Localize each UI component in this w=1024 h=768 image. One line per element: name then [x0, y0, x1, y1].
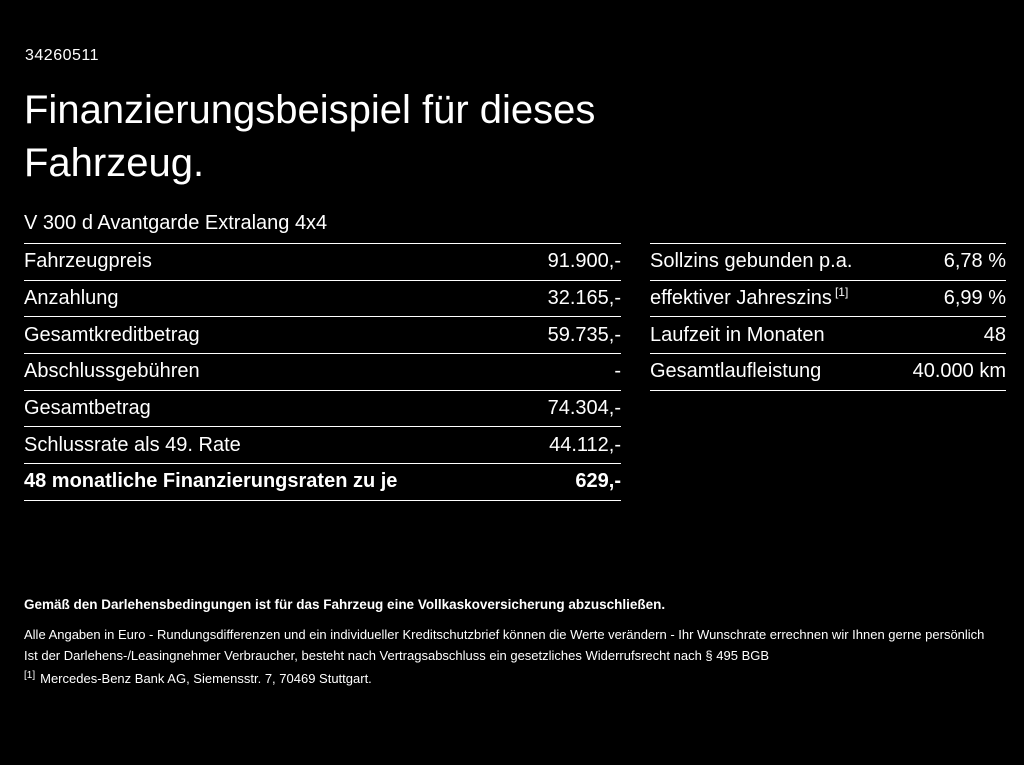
footnote-text: Mercedes-Benz Bank AG, Siemensstr. 7, 70… — [40, 671, 372, 686]
table-row: Anzahlung 32.165,- — [24, 279, 621, 317]
row-value: 629,- — [575, 470, 621, 493]
row-label: 48 monatliche Finanzierungsraten zu je — [24, 470, 398, 493]
table-row: Gesamtlaufleistung 40.000 km — [650, 353, 1006, 391]
vehicle-name: V 300 d Avantgarde Extralang 4x4 — [24, 212, 328, 234]
table-row: Schlussrate als 49. Rate 44.112,- — [24, 426, 621, 463]
row-label: Sollzins gebunden p.a. — [650, 250, 853, 273]
row-label: Gesamtlaufleistung — [650, 360, 822, 383]
table-row: Gesamtbetrag 74.304,- — [24, 389, 621, 427]
row-value: 59.735,- — [547, 323, 621, 346]
footnote-marker: [1] — [24, 669, 36, 681]
document-id: 34260511 — [25, 47, 99, 64]
financing-table: Fahrzeugpreis 91.900,- Anzahlung 32.165,… — [24, 243, 621, 501]
row-value: 40.000 km — [912, 360, 1006, 383]
row-label: effektiver Jahreszins [1] — [650, 285, 849, 310]
row-value: 91.900,- — [547, 250, 621, 273]
table-row: Abschlussgebühren - — [24, 353, 621, 390]
table-row: Laufzeit in Monaten 48 — [650, 316, 1006, 353]
row-label: Abschlussgebühren — [24, 360, 200, 383]
footer-insurance-note: Gemäß den Darlehensbedingungen ist für d… — [24, 597, 666, 612]
row-label: Gesamtkreditbetrag — [24, 323, 200, 346]
row-value: 32.165,- — [547, 287, 621, 310]
footnote-marker: [1] — [834, 285, 849, 300]
row-value: 44.112,- — [549, 433, 621, 456]
conditions-table: Sollzins gebunden p.a. 6,78 % effektiver… — [650, 243, 1006, 391]
row-label: Laufzeit in Monaten — [650, 323, 825, 346]
table-row: Gesamtkreditbetrag 59.735,- — [24, 316, 621, 353]
row-label: Gesamtbetrag — [24, 397, 151, 420]
page-title: Finanzierungsbeispiel für dieses Fahrzeu… — [24, 88, 596, 185]
row-label: Schlussrate als 49. Rate — [24, 433, 241, 456]
table-row: Fahrzeugpreis 91.900,- — [24, 243, 621, 280]
footer-legal-note: Ist der Darlehens-/Leasingnehmer Verbrau… — [24, 648, 770, 663]
row-value: 6,78 % — [943, 250, 1006, 273]
footer-bank-footnote: [1] Mercedes-Benz Bank AG, Siemensstr. 7,… — [24, 669, 1000, 686]
bottom-edge-bar — [0, 765, 1024, 768]
row-label: Fahrzeugpreis — [24, 250, 152, 273]
row-value: - — [614, 360, 621, 383]
table-row: effektiver Jahreszins [1] 6,99 % — [650, 279, 1006, 317]
row-label: Anzahlung — [24, 287, 119, 310]
row-value: 6,99 % — [943, 287, 1006, 310]
table-row: Sollzins gebunden p.a. 6,78 % — [650, 243, 1006, 280]
footer-disclaimer: Alle Angaben in Euro - Rundungsdifferenz… — [24, 627, 985, 642]
row-value: 48 — [983, 323, 1006, 346]
row-value: 74.304,- — [547, 397, 621, 420]
table-row-monthly-rate: 48 monatliche Finanzierungsraten zu je 6… — [24, 463, 621, 501]
